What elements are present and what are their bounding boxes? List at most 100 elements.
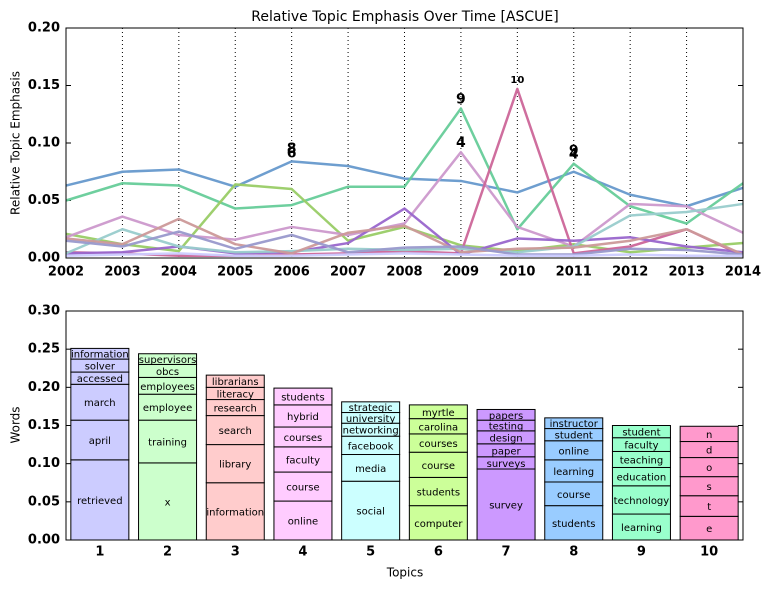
- x-tick-label: 2005: [217, 265, 253, 280]
- y-tick-label: 0.05: [28, 494, 60, 509]
- bar-segment: [273, 500, 333, 541]
- series-line: [65, 150, 744, 248]
- x-tick-label: 7: [502, 545, 511, 560]
- x-tick-label: 2011: [556, 265, 592, 280]
- bar-segment: [679, 425, 739, 443]
- y-tick-label: 0.00: [28, 533, 60, 548]
- segment-label: e: [706, 524, 712, 535]
- annotation: 4: [456, 135, 466, 151]
- segment-label: instructor: [550, 419, 599, 430]
- x-tick-label: 2002: [48, 265, 84, 280]
- segment-label: students: [552, 519, 595, 530]
- segment-label: networking: [343, 426, 399, 437]
- bar-segment: [138, 393, 198, 421]
- segment-label: online: [288, 517, 319, 528]
- segment-label: course: [422, 461, 455, 472]
- segment-label: supervisors: [139, 355, 197, 366]
- bar-segment: [70, 459, 130, 541]
- bar-segment: [138, 353, 198, 365]
- segment-label: x: [165, 497, 171, 508]
- segment-label: testing: [489, 422, 524, 433]
- bar-segment: [611, 425, 671, 439]
- segment-label: paper: [492, 446, 522, 457]
- segment-label: march: [84, 398, 116, 409]
- annotation: 6: [287, 145, 297, 161]
- bar-segment: [611, 485, 671, 515]
- x-tick-label: 2003: [104, 265, 140, 280]
- x-tick-label: 2009: [443, 265, 479, 280]
- segment-label: faculty: [624, 441, 658, 452]
- x-tick-label: 2012: [612, 265, 648, 280]
- bar-segment: [70, 419, 130, 461]
- segment-label: online: [558, 446, 589, 457]
- x-tick-label: 3: [231, 545, 240, 560]
- y-tick-label: 0.10: [28, 136, 60, 151]
- annotation: 4: [569, 147, 579, 163]
- series-line: [65, 217, 744, 256]
- segment-label: faculty: [286, 455, 320, 466]
- x-tick-label: 2013: [668, 265, 704, 280]
- y-tick-label: 0.15: [28, 418, 60, 433]
- segment-label: survey: [489, 501, 523, 512]
- segment-label: design: [489, 433, 522, 444]
- x-tick-label: 2004: [161, 265, 197, 280]
- y-axis-label: Words: [9, 406, 23, 443]
- axes-frame: [65, 310, 744, 541]
- y-tick-label: 0.25: [28, 342, 60, 357]
- segment-label: literacy: [217, 389, 254, 400]
- bar-segment: [341, 480, 401, 541]
- segment-label: students: [417, 488, 460, 499]
- y-tick-label: 0.00: [28, 251, 60, 266]
- x-tick-label: 2010: [499, 265, 535, 280]
- series-line: [65, 252, 743, 257]
- segment-label: s: [707, 482, 712, 493]
- bar-segment: [70, 347, 130, 360]
- y-tick-label: 0.05: [28, 193, 60, 208]
- segment-label: course: [286, 483, 319, 494]
- segment-label: d: [706, 446, 712, 457]
- segment-label: students: [281, 392, 324, 403]
- segment-label: learning: [621, 523, 662, 534]
- segment-label: courses: [284, 433, 323, 444]
- segment-label: courses: [419, 439, 458, 450]
- segment-label: media: [355, 464, 386, 475]
- segment-label: university: [346, 414, 396, 425]
- segment-label: information: [71, 350, 129, 361]
- bar-segment: [205, 374, 265, 388]
- bar-segment: [544, 417, 604, 430]
- x-tick-label: 2014: [725, 265, 761, 280]
- segment-label: information: [206, 507, 264, 518]
- segment-label: employees: [140, 382, 195, 393]
- x-tick-label: 4: [298, 545, 307, 560]
- y-tick-label: 0.10: [28, 456, 60, 471]
- segment-label: student: [622, 428, 660, 439]
- bar-segment: [408, 404, 468, 420]
- segment-label: research: [214, 404, 257, 415]
- segment-label: obcs: [156, 367, 179, 378]
- bar-segment: [341, 401, 401, 414]
- y-tick-label: 0.30: [28, 304, 60, 319]
- segment-label: learning: [553, 467, 594, 478]
- segment-label: teaching: [620, 455, 664, 466]
- series-line: [65, 230, 744, 256]
- segment-label: papers: [489, 411, 523, 422]
- y-axis-label: Relative Topic Emphasis: [9, 71, 23, 215]
- x-tick-label: 6: [434, 545, 443, 560]
- segment-label: hybrid: [287, 412, 319, 423]
- y-tick-label: 0.20: [28, 380, 60, 395]
- bar-segment: [544, 505, 604, 541]
- chart-title: Relative Topic Emphasis Over Time [ASCUE…: [251, 9, 558, 25]
- segment-label: n: [706, 430, 712, 441]
- segment-label: strategic: [349, 403, 393, 414]
- y-tick-label: 0.15: [28, 78, 60, 93]
- series-line: [65, 202, 744, 255]
- segment-label: student: [555, 431, 593, 442]
- segment-label: search: [219, 426, 252, 437]
- x-tick-label: 2006: [274, 265, 310, 280]
- segment-label: facebook: [348, 441, 394, 452]
- segment-label: computer: [414, 519, 463, 530]
- segment-label: library: [219, 460, 251, 471]
- bar-segment: [273, 446, 333, 473]
